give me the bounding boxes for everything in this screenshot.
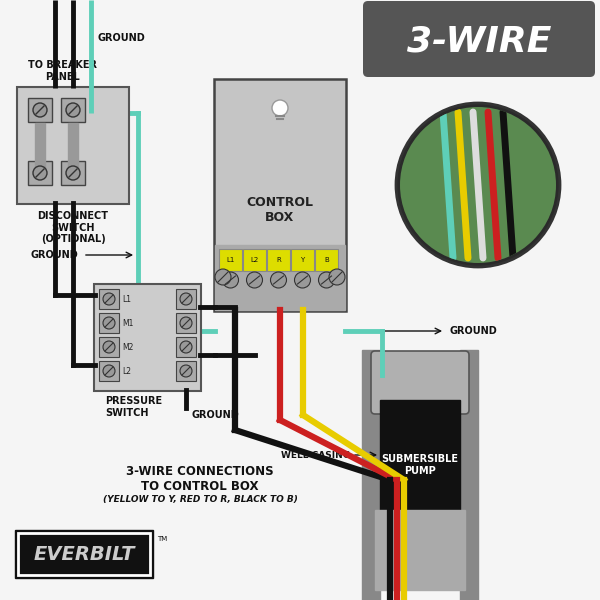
Text: M2: M2 <box>122 343 133 352</box>
Circle shape <box>180 317 192 329</box>
Bar <box>362 350 380 600</box>
Circle shape <box>103 341 115 353</box>
Circle shape <box>66 166 80 180</box>
FancyBboxPatch shape <box>28 161 52 185</box>
Bar <box>375 510 465 590</box>
FancyBboxPatch shape <box>61 98 85 122</box>
Text: Y: Y <box>301 257 305 263</box>
Circle shape <box>66 103 80 117</box>
FancyBboxPatch shape <box>28 98 52 122</box>
Circle shape <box>223 272 239 288</box>
FancyBboxPatch shape <box>61 161 85 185</box>
Text: M1: M1 <box>122 319 133 328</box>
FancyBboxPatch shape <box>94 284 201 391</box>
Text: L1: L1 <box>226 257 235 263</box>
Circle shape <box>180 341 192 353</box>
FancyBboxPatch shape <box>176 337 196 357</box>
FancyBboxPatch shape <box>176 313 196 333</box>
FancyBboxPatch shape <box>363 1 595 77</box>
Circle shape <box>33 103 47 117</box>
FancyBboxPatch shape <box>291 249 314 271</box>
Circle shape <box>103 293 115 305</box>
Circle shape <box>295 272 311 288</box>
Text: DISCONNECT
SWITCH
(OPTIONAL): DISCONNECT SWITCH (OPTIONAL) <box>37 211 109 244</box>
Bar <box>380 400 460 510</box>
FancyBboxPatch shape <box>17 87 129 204</box>
Bar <box>18 533 150 575</box>
Text: EVERBILT: EVERBILT <box>34 545 134 563</box>
Circle shape <box>396 103 560 267</box>
Text: B: B <box>324 257 329 263</box>
FancyBboxPatch shape <box>176 289 196 309</box>
FancyBboxPatch shape <box>99 337 119 357</box>
FancyBboxPatch shape <box>176 361 196 381</box>
Text: GROUND: GROUND <box>30 250 78 260</box>
Text: GROUND: GROUND <box>97 33 145 43</box>
Text: (YELLOW TO Y, RED TO R, BLACK TO B): (YELLOW TO Y, RED TO R, BLACK TO B) <box>103 495 298 504</box>
Circle shape <box>319 272 335 288</box>
Text: L2: L2 <box>250 257 259 263</box>
Circle shape <box>247 272 263 288</box>
Circle shape <box>215 269 231 285</box>
Bar <box>215 245 345 310</box>
Bar <box>35 123 45 168</box>
Text: TO BREAKER
PANEL: TO BREAKER PANEL <box>29 61 97 82</box>
Circle shape <box>271 272 287 288</box>
Bar <box>15 530 153 578</box>
FancyBboxPatch shape <box>99 289 119 309</box>
Text: PRESSURE
SWITCH: PRESSURE SWITCH <box>105 396 162 418</box>
Bar <box>68 123 78 168</box>
FancyBboxPatch shape <box>99 313 119 333</box>
Text: R: R <box>276 257 281 263</box>
Circle shape <box>400 107 556 263</box>
Text: 3-WIRE: 3-WIRE <box>407 25 551 59</box>
FancyBboxPatch shape <box>214 79 346 311</box>
Circle shape <box>103 365 115 377</box>
Text: SUBMERSIBLE
PUMP: SUBMERSIBLE PUMP <box>382 454 458 476</box>
FancyBboxPatch shape <box>243 249 266 271</box>
Circle shape <box>180 365 192 377</box>
Text: TM: TM <box>157 536 167 542</box>
FancyBboxPatch shape <box>371 351 469 414</box>
Text: CONTROL
BOX: CONTROL BOX <box>247 196 314 224</box>
Circle shape <box>329 269 345 285</box>
Circle shape <box>180 293 192 305</box>
Circle shape <box>103 317 115 329</box>
Bar <box>460 350 478 600</box>
FancyBboxPatch shape <box>267 249 290 271</box>
Text: GROUND: GROUND <box>191 410 239 420</box>
Text: L1: L1 <box>122 295 131 304</box>
FancyBboxPatch shape <box>315 249 338 271</box>
Text: WELL CASING: WELL CASING <box>281 451 350 460</box>
Text: L2: L2 <box>122 367 131 376</box>
Circle shape <box>272 100 288 116</box>
Text: TO CONTROL BOX: TO CONTROL BOX <box>141 480 259 493</box>
Text: 3-WIRE CONNECTIONS: 3-WIRE CONNECTIONS <box>126 465 274 478</box>
Circle shape <box>33 166 47 180</box>
FancyBboxPatch shape <box>99 361 119 381</box>
Text: GROUND: GROUND <box>450 326 498 336</box>
FancyBboxPatch shape <box>219 249 242 271</box>
